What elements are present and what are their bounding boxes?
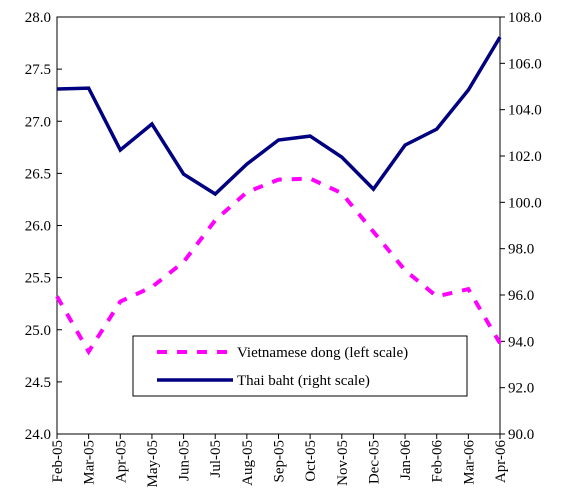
x-tick-label: Aug-05 <box>240 440 256 486</box>
y-tick-label: 24.0 <box>25 427 51 443</box>
x-tick-label: Mar-06 <box>461 440 477 485</box>
x-tick-label: Jun-05 <box>177 440 193 481</box>
y-tick-label: 24.5 <box>25 375 51 391</box>
x-tick-label: Mar-05 <box>82 440 98 485</box>
y2-tick-label: 98.0 <box>508 242 534 258</box>
y2-tick-label: 100.0 <box>508 195 542 211</box>
y-tick-label: 25.0 <box>25 323 51 339</box>
x-tick-label: Oct-05 <box>303 440 319 482</box>
x-tick-label: Jul-05 <box>208 440 224 478</box>
legend-label: Vietnamese dong (left scale) <box>237 345 408 361</box>
y2-tick-label: 92.0 <box>508 381 534 397</box>
series-line <box>56 36 502 197</box>
y-tick-label: 26.5 <box>25 166 51 182</box>
y-tick-label: 25.5 <box>25 271 51 287</box>
y2-tick-label: 90.0 <box>508 427 534 443</box>
x-tick-label: Feb-06 <box>430 440 446 483</box>
y2-tick-label: 96.0 <box>508 288 534 304</box>
x-tick-label: Apr-05 <box>113 440 129 483</box>
x-tick-label: Feb-05 <box>50 440 66 483</box>
x-tick-label: Jan-06 <box>398 440 414 480</box>
y-tick-label: 27.0 <box>25 114 51 130</box>
y2-tick-label: 94.0 <box>508 334 534 350</box>
legend-label: Thai baht (right scale) <box>237 373 370 389</box>
x-tick-label: Nov-05 <box>335 440 351 486</box>
legend-box <box>132 335 468 397</box>
y2-tick-label: 106.0 <box>508 56 542 72</box>
y-tick-label: 27.5 <box>25 62 51 78</box>
y2-tick-label: 108.0 <box>508 10 542 26</box>
y2-tick-label: 102.0 <box>508 149 542 165</box>
y2-tick-label: 104.0 <box>508 103 542 119</box>
y-tick-label: 26.0 <box>25 219 51 235</box>
x-tick-label: May-05 <box>145 440 161 488</box>
x-tick-label: Dec-05 <box>366 440 382 484</box>
x-tick-label: Sep-05 <box>272 440 288 483</box>
y-tick-label: 28.0 <box>25 10 51 26</box>
x-tick-label: Apr-06 <box>493 440 509 484</box>
series-line <box>55 176 502 356</box>
